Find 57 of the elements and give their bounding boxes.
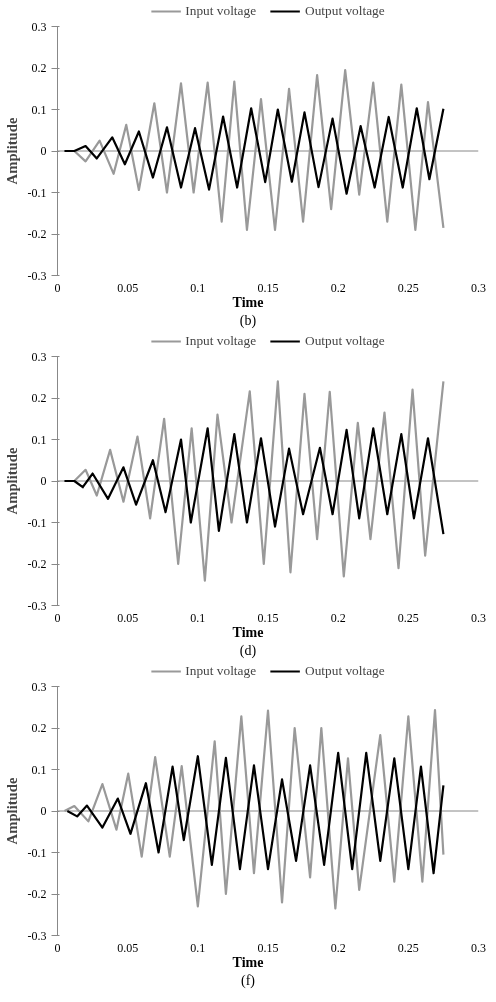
- x-tick-label: 0.25: [397, 610, 419, 625]
- x-tick-label: 0.2: [330, 940, 346, 955]
- y-tick-label: -0.1: [27, 515, 47, 530]
- x-axis-title: Time: [232, 954, 264, 972]
- y-tick-label: 0.2: [31, 61, 47, 75]
- y-tick-label: -0.1: [27, 845, 47, 860]
- legend-label: Input voltage: [185, 333, 257, 349]
- x-tick-label: 0.05: [117, 610, 139, 625]
- y-tick-label: -0.2: [27, 887, 47, 901]
- y-tick-label: 0.3: [31, 349, 47, 364]
- x-tick-label: 0.25: [397, 940, 419, 955]
- x-tick-label: 0.3: [471, 280, 486, 295]
- x-tick-label: 0.2: [330, 280, 346, 295]
- y-tick-label: 0.3: [31, 679, 47, 694]
- legend-label: Output voltage: [305, 663, 385, 679]
- y-tick-label: 0.1: [31, 432, 47, 447]
- y-tick-label: -0.3: [27, 268, 47, 283]
- y-tick-label: 0.1: [31, 762, 47, 777]
- y-tick-label: 0: [40, 474, 47, 488]
- x-tick-label: 0.1: [190, 940, 206, 955]
- text: (d): [239, 642, 257, 660]
- legend-label: Output voltage: [305, 3, 385, 19]
- y-tick-label: -0.3: [27, 928, 47, 943]
- x-tick-label: 0.05: [117, 940, 139, 955]
- x-tick-label: 0.15: [257, 280, 279, 295]
- legend-label: Output voltage: [305, 333, 385, 349]
- x-tick-label: 0.05: [117, 280, 139, 295]
- legend-label: Input voltage: [185, 663, 257, 679]
- x-tick-label: 0.3: [471, 610, 486, 625]
- y-tick-label: -0.3: [27, 598, 47, 613]
- x-tick-label: 0: [54, 940, 61, 955]
- y-axis-title: Amplitude: [3, 777, 20, 845]
- y-tick-label: 0: [40, 804, 47, 818]
- x-tick-label: 0.3: [471, 940, 486, 955]
- x-tick-label: 0.1: [190, 610, 206, 625]
- x-tick-label: 0.25: [397, 280, 419, 295]
- y-tick-label: 0.2: [31, 721, 47, 735]
- x-tick-label: 0: [54, 610, 61, 625]
- x-tick-label: 0.1: [190, 280, 206, 295]
- text: (f): [241, 972, 255, 990]
- x-tick-label: 0.15: [257, 940, 279, 955]
- x-tick-label: 0: [54, 280, 61, 295]
- x-tick-label: 0.2: [330, 610, 346, 625]
- y-tick-label: -0.1: [27, 185, 47, 200]
- y-tick-label: -0.2: [27, 227, 47, 241]
- text: (b): [239, 312, 257, 330]
- legend-label: Input voltage: [185, 3, 257, 19]
- y-axis-title: Amplitude: [3, 447, 20, 515]
- x-axis-title: Time: [232, 294, 264, 312]
- y-tick-label: 0: [40, 144, 47, 158]
- y-tick-label: 0.3: [31, 19, 47, 34]
- y-axis-title: Amplitude: [3, 117, 20, 185]
- x-axis-title: Time: [232, 624, 264, 642]
- x-tick-label: 0.15: [257, 610, 279, 625]
- y-tick-label: 0.1: [31, 102, 47, 117]
- y-tick-label: 0.2: [31, 391, 47, 405]
- y-tick-label: -0.2: [27, 557, 47, 571]
